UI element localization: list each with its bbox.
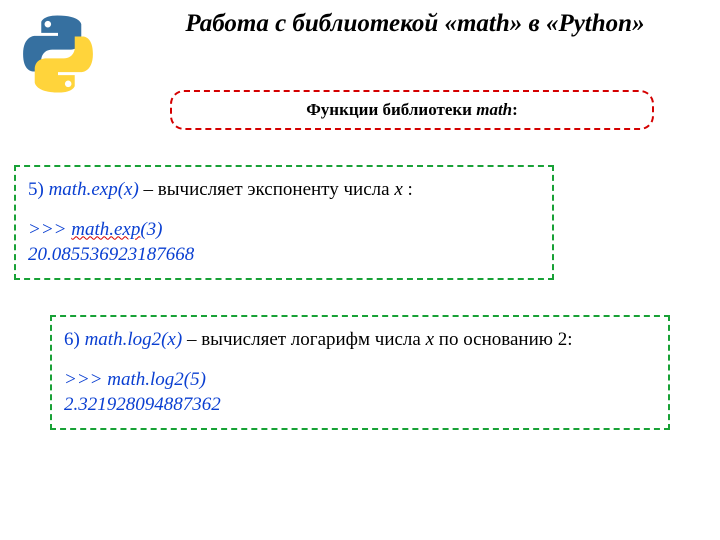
example-5-call: >>> math.exp(3) (28, 217, 540, 243)
prompt: >>> (64, 369, 107, 390)
page-title: Работа с библиотекой «math» в «Python» (150, 8, 680, 39)
var-x: x (394, 179, 402, 200)
func-name: math.exp(x) (49, 179, 139, 200)
call-func: math.exp (71, 219, 140, 240)
example-6-definition: 6) math.log2(x) – вычисляет логарифм чис… (64, 327, 656, 353)
example-5-definition: 5) math.exp(x) – вычисляет экспоненту чи… (28, 177, 540, 203)
func-name: math.log2(x) (85, 329, 183, 350)
python-logo-icon (18, 14, 98, 94)
example-box-6: 6) math.log2(x) – вычисляет логарифм чис… (50, 315, 670, 430)
subtitle-text: Функции библиотеки math: (306, 100, 518, 120)
desc-text: – вычисляет логарифм числа (182, 329, 425, 350)
var-x: x (426, 329, 434, 350)
subtitle-colon: : (512, 100, 518, 119)
item-number: 6) (64, 329, 85, 350)
call-func: math.log2(5) (107, 369, 206, 390)
desc-tail: : (403, 179, 413, 200)
call-arg: (3) (140, 219, 162, 240)
subtitle-lib: math (476, 100, 512, 119)
desc-text: – вычисляет экспоненту числа (139, 179, 395, 200)
subtitle-box: Функции библиотеки math: (170, 90, 654, 130)
slide: Работа с библиотекой «math» в «Python» Ф… (0, 0, 720, 540)
item-number: 5) (28, 179, 49, 200)
subtitle-prefix: Функции библиотеки (306, 100, 476, 119)
prompt: >>> (28, 219, 71, 240)
example-6-call: >>> math.log2(5) (64, 367, 656, 393)
example-6-result: 2.321928094887362 (64, 392, 656, 418)
example-box-5: 5) math.exp(x) – вычисляет экспоненту чи… (14, 165, 554, 280)
desc-tail: по основанию 2: (434, 329, 572, 350)
example-5-result: 20.085536923187668 (28, 242, 540, 268)
